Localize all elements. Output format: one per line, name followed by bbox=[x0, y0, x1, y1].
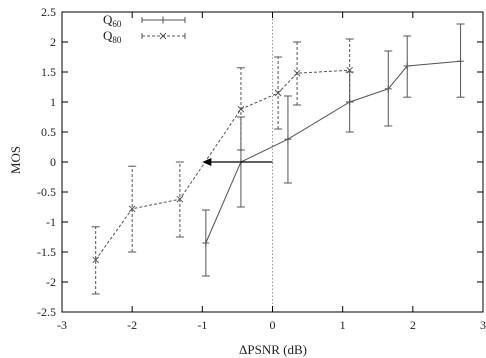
marker-stroke bbox=[128, 205, 136, 213]
legend-label: Q80 bbox=[103, 28, 122, 45]
marker-stroke bbox=[293, 69, 301, 77]
y-tick-label: -1 bbox=[46, 215, 56, 229]
data-point-q80 bbox=[346, 66, 354, 74]
data-point-q60 bbox=[284, 135, 292, 143]
series-line-q80 bbox=[95, 69, 350, 261]
y-tick-label: -1.5 bbox=[37, 245, 56, 259]
marker-stroke bbox=[176, 195, 184, 203]
x-tick-label: 3 bbox=[480, 318, 486, 332]
y-tick-label: -2.5 bbox=[37, 305, 56, 319]
data-point-q60 bbox=[384, 85, 392, 93]
data-point-q60 bbox=[457, 57, 465, 65]
x-tick-label: -2 bbox=[127, 318, 137, 332]
legend-label: Q60 bbox=[103, 12, 122, 29]
x-tick-label: 2 bbox=[410, 318, 416, 332]
x-tick-label: 0 bbox=[270, 318, 276, 332]
data-point-q60 bbox=[403, 62, 411, 70]
data-point-q80 bbox=[293, 69, 301, 77]
legend-marker bbox=[159, 32, 167, 40]
y-tick-label: 0.5 bbox=[41, 125, 56, 139]
y-tick-label: 1.5 bbox=[41, 65, 56, 79]
data-point-q80 bbox=[92, 256, 100, 264]
y-axis-title: MOS bbox=[8, 146, 23, 174]
annotation-arrow bbox=[202, 158, 273, 166]
x-tick-label: 1 bbox=[340, 318, 346, 332]
y-tick-label: -0.5 bbox=[37, 185, 56, 199]
y-tick-label: 2 bbox=[50, 35, 56, 49]
data-point-q80 bbox=[128, 205, 136, 213]
y-tick-label: 1 bbox=[50, 95, 56, 109]
legend-marker bbox=[159, 16, 167, 24]
y-tick-label: -2 bbox=[46, 275, 56, 289]
x-axis-title: ΔPSNR (dB) bbox=[239, 342, 307, 357]
marker-stroke bbox=[92, 256, 100, 264]
y-tick-label: 0 bbox=[50, 155, 56, 169]
x-tick-label: -1 bbox=[197, 318, 207, 332]
series-q80 bbox=[91, 38, 354, 295]
marker-stroke bbox=[159, 32, 167, 40]
data-point-q80 bbox=[176, 195, 184, 203]
data-point-q80 bbox=[274, 89, 282, 97]
arrow-head-icon bbox=[202, 158, 212, 166]
data-point-q60 bbox=[202, 239, 210, 247]
marker-stroke bbox=[274, 89, 282, 97]
x-tick-label: -3 bbox=[57, 318, 67, 332]
y-tick-label: 2.5 bbox=[41, 5, 56, 19]
series-line-q60 bbox=[205, 60, 461, 244]
marker-stroke bbox=[346, 66, 354, 74]
data-point-q80 bbox=[237, 105, 245, 113]
plot-area: -3 -2 -1 0 1 2 3 -2.5 -2 -1.5 -1 -0.5 0 0.5 1 1.5 2 2.5 Q6… bbox=[37, 5, 486, 332]
marker-stroke bbox=[237, 105, 245, 113]
